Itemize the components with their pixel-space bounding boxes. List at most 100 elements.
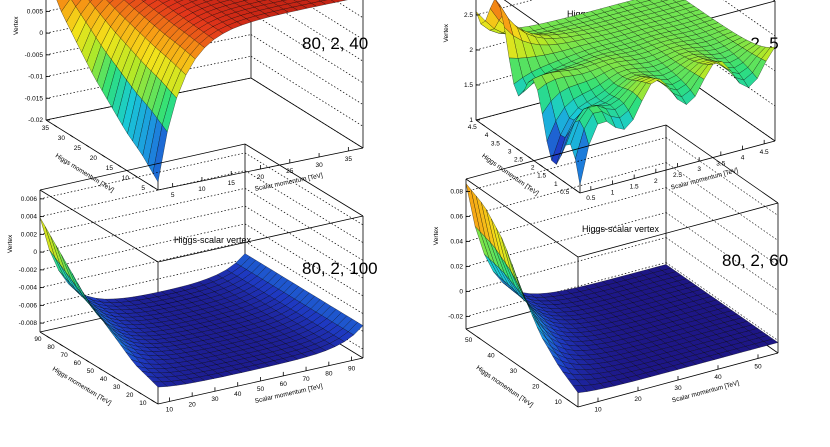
box-top-edge bbox=[244, 143, 364, 217]
y-tick-label: 90 bbox=[34, 336, 42, 343]
z-tick-label: 0 bbox=[33, 249, 37, 256]
z-tick-label: 0.08 bbox=[450, 189, 463, 196]
y-tick-label: 20 bbox=[532, 384, 540, 391]
y-tick-label: 80 bbox=[47, 344, 55, 351]
grid-line bbox=[465, 137, 667, 192]
z-tick-label: -0.015 bbox=[25, 95, 44, 102]
y-tick-mark bbox=[562, 180, 566, 184]
y-tick-mark bbox=[85, 359, 90, 363]
y-tick-mark bbox=[111, 375, 116, 379]
y-tick-mark bbox=[125, 383, 129, 387]
y-tick-mark bbox=[69, 134, 74, 138]
y-tick-mark bbox=[544, 383, 548, 386]
grid-line bbox=[250, 34, 364, 105]
z-tick-label: -0.006 bbox=[19, 302, 38, 309]
z-tick-label: 1.5 bbox=[464, 82, 473, 89]
surface-cell bbox=[152, 381, 168, 388]
x-tick-label: 15 bbox=[228, 180, 236, 187]
y-tick-label: 4.5 bbox=[468, 124, 477, 131]
y-tick-mark bbox=[476, 336, 481, 340]
y-tick-mark bbox=[101, 154, 106, 158]
z-tick-label: 1 bbox=[469, 117, 473, 124]
x-tick-label: 30 bbox=[315, 162, 323, 169]
grid-line bbox=[250, 12, 364, 84]
y-axis-title: Higgs momentum [TeV] bbox=[51, 366, 112, 407]
y-tick-mark bbox=[504, 139, 509, 143]
z-tick-label: -0.004 bbox=[19, 285, 38, 292]
x-tick-label: 30 bbox=[674, 385, 682, 392]
surface-cell bbox=[572, 385, 588, 393]
grid-line bbox=[465, 237, 667, 292]
y-tick-mark bbox=[59, 343, 63, 347]
panel-title: Higgs-scalar vertex bbox=[582, 224, 660, 234]
x-tick-label: 80 bbox=[325, 371, 333, 378]
z-tick-label: -0.008 bbox=[19, 320, 38, 327]
y-tick-label: 1 bbox=[554, 181, 558, 188]
x-tick-label: 90 bbox=[348, 366, 356, 373]
x-tick-label: 1 bbox=[611, 189, 615, 196]
surface-cell bbox=[45, 226, 61, 265]
x-tick-label: 1.5 bbox=[630, 184, 639, 191]
y-tick-mark bbox=[521, 367, 526, 371]
box-top-edge bbox=[665, 124, 779, 204]
x-tick-label: 20 bbox=[634, 396, 642, 403]
x-tick-label: 50 bbox=[257, 386, 265, 393]
x-tick-label: 5 bbox=[171, 192, 175, 199]
x-tick-label: 40 bbox=[714, 374, 722, 381]
x-tick-label: 70 bbox=[302, 376, 310, 383]
y-tick-label: 40 bbox=[487, 352, 495, 359]
box-top-edge bbox=[465, 178, 579, 258]
y-tick-label: 15 bbox=[106, 165, 114, 172]
y-tick-mark bbox=[574, 188, 578, 192]
grid-line bbox=[465, 212, 667, 267]
x-tick-label: 2 bbox=[654, 178, 658, 185]
grid-line bbox=[39, 170, 246, 217]
box-top-edge bbox=[465, 124, 667, 180]
x-tick-label: 3.5 bbox=[716, 160, 725, 167]
x-tick-label: 4.5 bbox=[760, 149, 769, 156]
grid-line bbox=[39, 223, 246, 271]
z-tick-label: 0.02 bbox=[450, 264, 463, 271]
z-axis-title: Vertex bbox=[443, 23, 450, 42]
y-tick-mark bbox=[516, 148, 520, 151]
x-axis-title: Scalar momentum [TeV] bbox=[670, 167, 739, 192]
y-tick-mark bbox=[53, 124, 58, 128]
z-tick-label: -0.02 bbox=[448, 314, 463, 321]
panel-bottom-left: Higgs-scalar vertex 80, 2, 100 0.006 0.004 0… bbox=[7, 143, 378, 413]
y-tick-mark bbox=[149, 184, 154, 188]
panel-title: Higgs-scalar vertex bbox=[174, 235, 252, 245]
z-tick-label: -0.02 bbox=[28, 117, 43, 124]
surface-cell bbox=[188, 0, 198, 3]
y-tick-label: 35 bbox=[42, 125, 50, 132]
y-tick-label: 2.5 bbox=[514, 157, 523, 164]
y-tick-label: 20 bbox=[90, 155, 98, 162]
y-tick-label: 30 bbox=[510, 368, 518, 375]
y-axis-title: Higgs momentum [TeV] bbox=[475, 364, 535, 409]
y-tick-label: 20 bbox=[126, 392, 134, 399]
x-tick-label: 30 bbox=[211, 396, 219, 403]
z-tick-label: -0.01 bbox=[28, 74, 43, 81]
box-top-edge bbox=[39, 189, 159, 263]
y-tick-label: 30 bbox=[58, 135, 66, 142]
y-tick-mark bbox=[527, 156, 532, 159]
x-tick-label: 2.5 bbox=[673, 172, 682, 179]
x-tick-label: 40 bbox=[234, 391, 242, 398]
y-axis-title: Higgs momentum [TeV] bbox=[54, 152, 115, 194]
surface-cell bbox=[152, 124, 168, 183]
surface-cell bbox=[173, 0, 184, 3]
box-top-edge bbox=[39, 143, 246, 191]
grid-line bbox=[244, 188, 364, 261]
grid-line bbox=[39, 152, 246, 200]
z-tick-label: 2 bbox=[469, 47, 473, 54]
z-tick-label: -0.005 bbox=[25, 52, 44, 59]
y-tick-mark bbox=[46, 335, 50, 339]
y-tick-mark bbox=[566, 398, 571, 402]
x-axis-title: Scalar momentum [TeV] bbox=[671, 380, 740, 405]
x-axis-title: Scalar momentum [TeV] bbox=[254, 383, 323, 405]
z-tick-label: 0 bbox=[39, 30, 43, 37]
x-tick-label: 50 bbox=[754, 363, 762, 370]
y-tick-label: 70 bbox=[61, 352, 69, 359]
grid-line bbox=[39, 259, 246, 306]
z-tick-label: 0.005 bbox=[27, 8, 44, 15]
